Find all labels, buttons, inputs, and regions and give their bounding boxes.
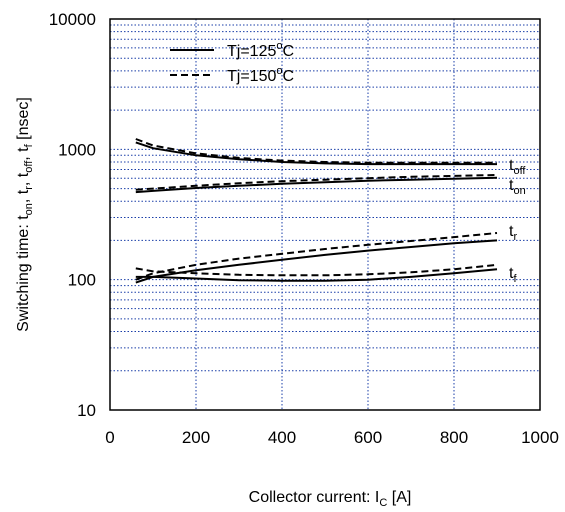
legend: Tj=125oC Tj=150oC [170,40,294,85]
series-label-f: tf [509,265,517,285]
x-tick-label: 600 [354,428,382,447]
x-tick-labels: 0 200 400 600 800 1000 [105,428,559,447]
series-label-r: tr [509,223,517,243]
y-tick-label: 10 [77,401,96,420]
y-tick-label: 100 [68,271,96,290]
plot-frame [110,19,540,410]
legend-label: Tj=150oC [227,65,294,85]
x-tick-label: 800 [440,428,468,447]
series-lines [136,139,497,283]
legend-label: Tj=125oC [227,40,294,60]
series-line-toff-dashed [136,139,497,163]
x-tick-label: 400 [268,428,296,447]
y-axis-title: Switching time: ton, tr, toff, tf [nsec] [15,97,35,332]
y-tick-labels: 10 100 1000 10000 [49,10,96,420]
y-tick-label: 1000 [58,140,96,159]
series-label-on: ton [509,177,526,197]
grid [110,19,540,410]
x-axis-title: Collector current: IC [A] [249,489,412,509]
series-label-off: toff [509,157,526,177]
x-tick-label: 200 [182,428,210,447]
y-tick-label: 10000 [49,10,96,29]
x-tick-label: 0 [105,428,114,447]
x-tick-label: 1000 [521,428,559,447]
